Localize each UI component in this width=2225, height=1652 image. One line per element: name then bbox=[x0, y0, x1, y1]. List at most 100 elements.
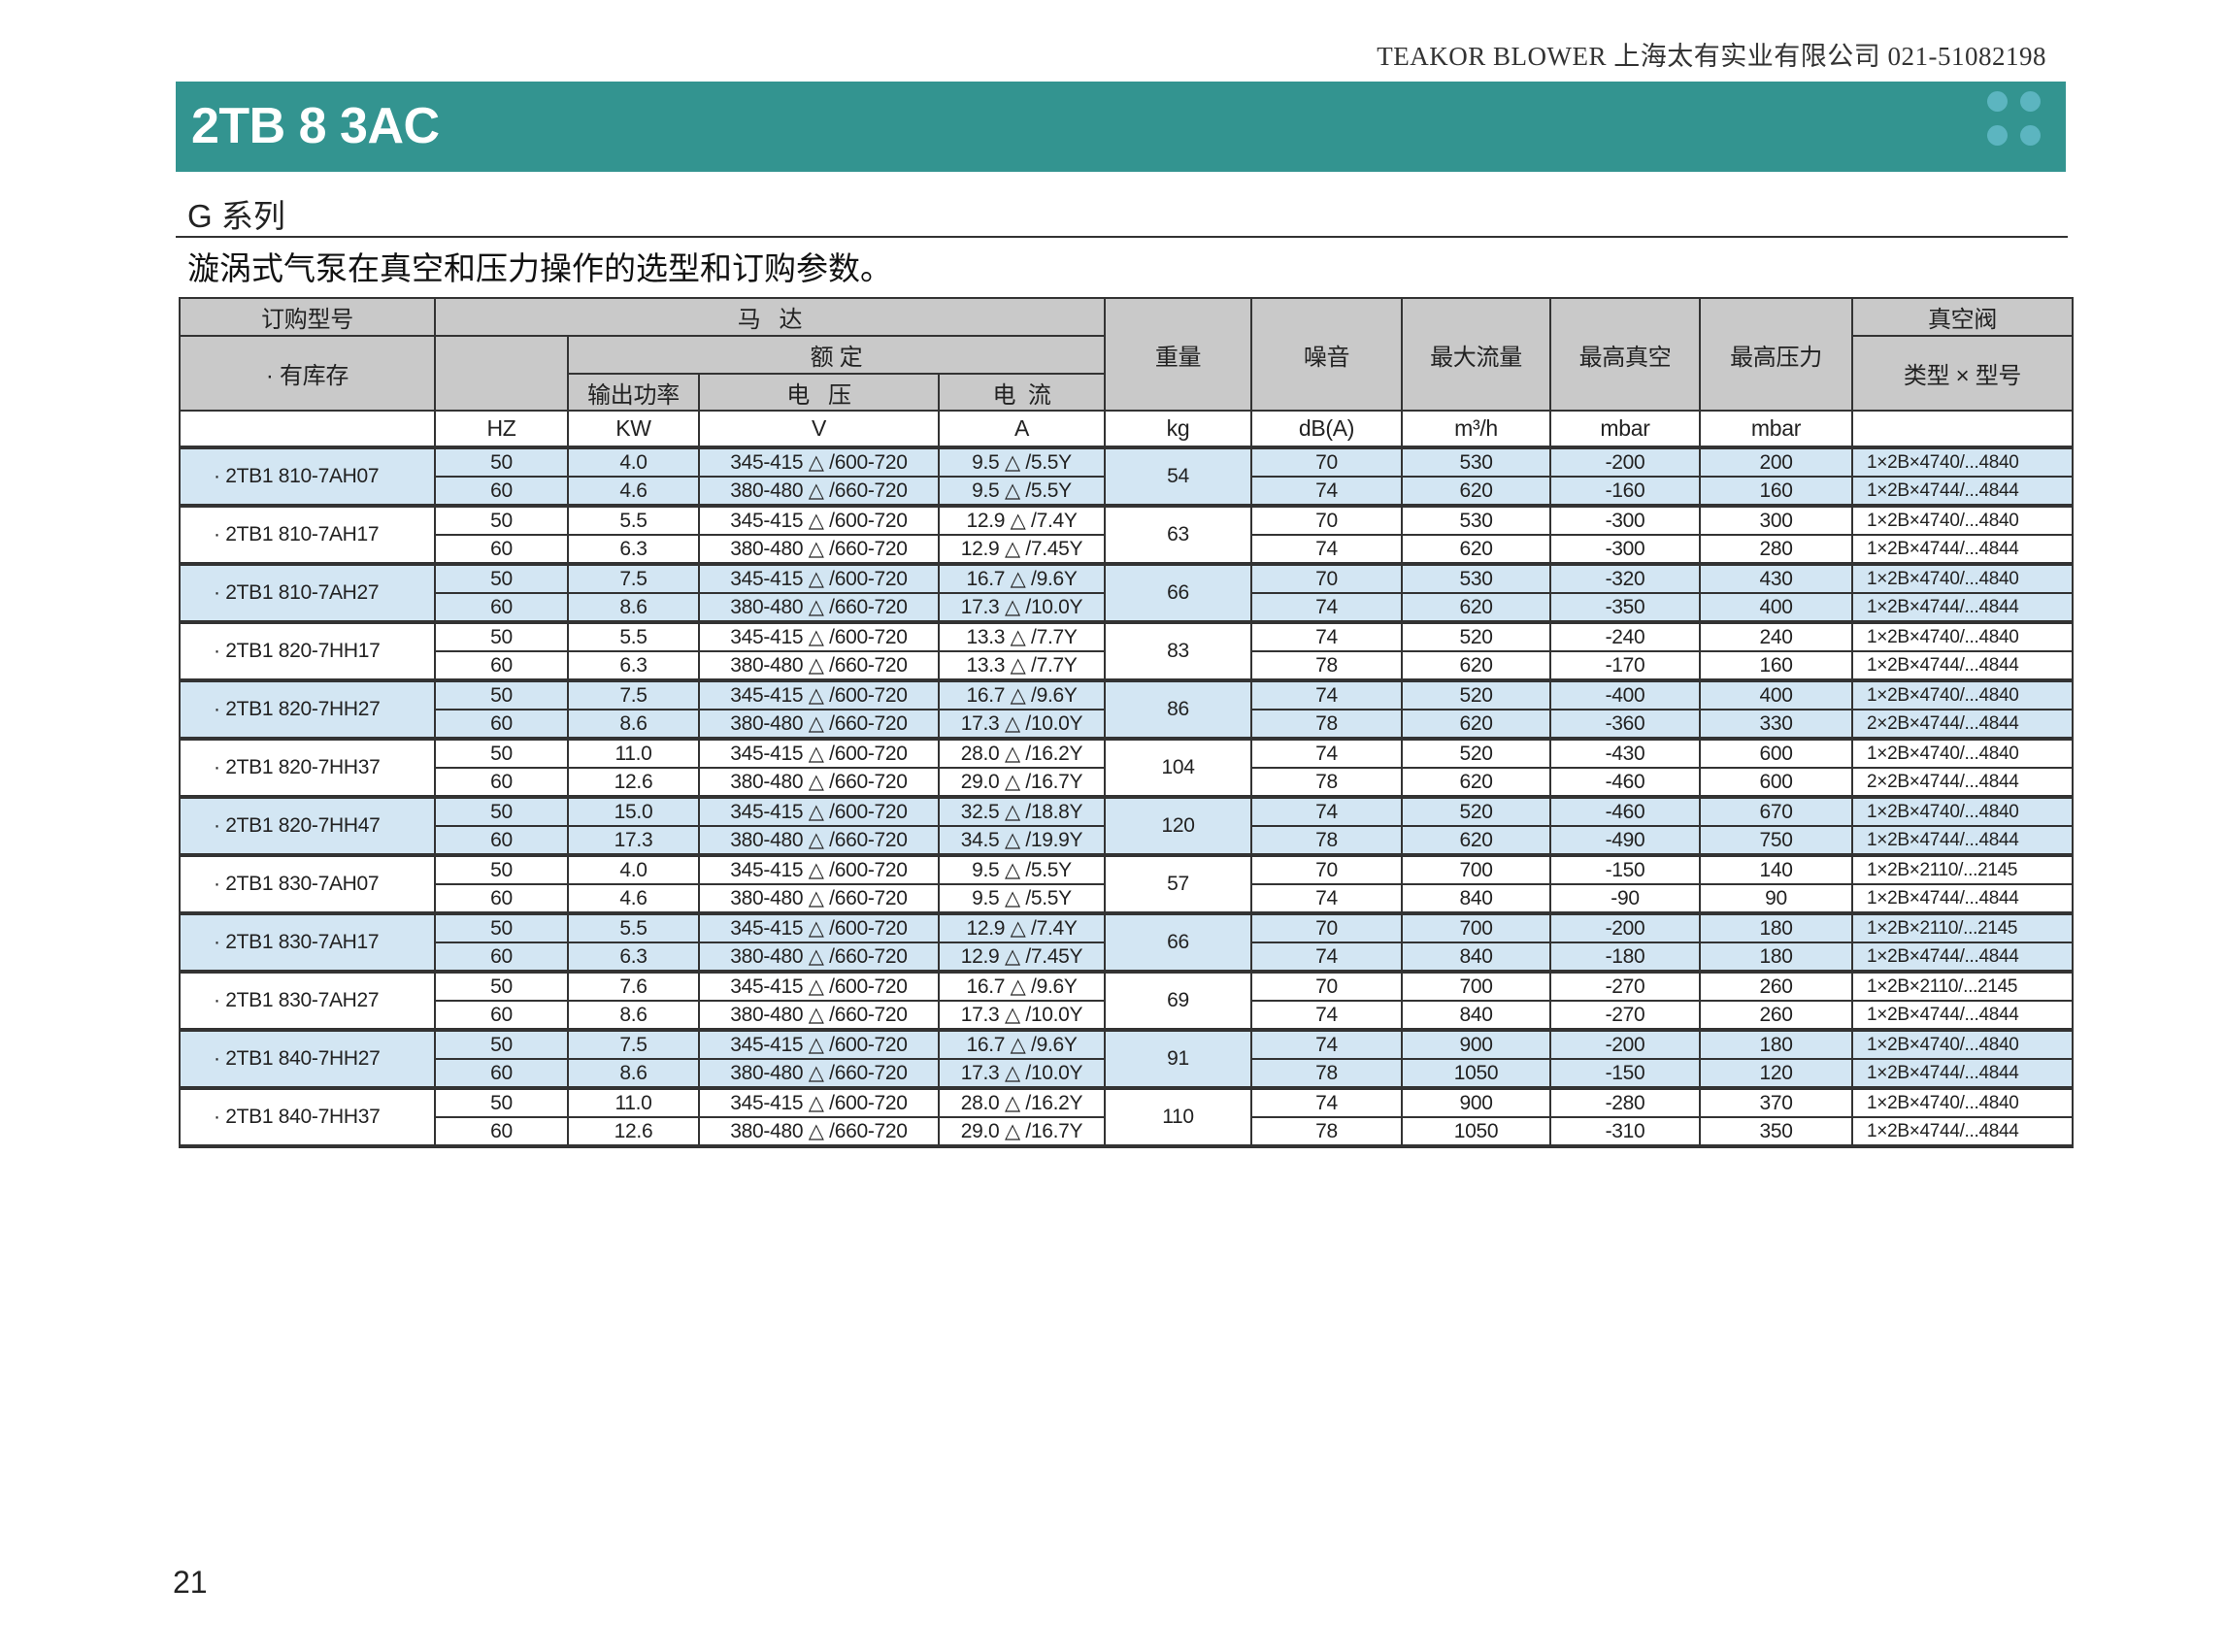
voltage-cell: 380-480 △ /660-720 bbox=[698, 592, 940, 623]
current-cell: 28.0 △ /16.2Y bbox=[937, 1086, 1107, 1118]
table-row: · 2TB1 820-7HH47 50 15.0 345-415 △ /600-720… bbox=[179, 795, 2075, 856]
hz-cell: 50 bbox=[434, 737, 569, 769]
noise-cell: 74 bbox=[1250, 476, 1404, 507]
hz-cell: 50 bbox=[434, 853, 569, 885]
pressure-cell: 430 bbox=[1699, 562, 1854, 594]
table-row: 60 4.6 380-480 △ /660-720 9.5 △ /5.5Y 74 620-… bbox=[180, 476, 2075, 507]
noise-cell: 74 bbox=[1250, 620, 1404, 652]
table-row: · 2TB1 810-7AH27 50 7.5 345-415 △ /600-720 1… bbox=[179, 562, 2075, 623]
hz-cell: 60 bbox=[434, 476, 569, 507]
weight-cell: 57 bbox=[1104, 853, 1253, 914]
model-cell: · 2TB1 830-7AH07 bbox=[179, 853, 436, 914]
table-row: · 2TB1 830-7AH27 50 7.6 345-415 △ /600-720 1… bbox=[179, 970, 2075, 1031]
power-cell: 11.0 bbox=[567, 737, 700, 769]
table-row: · 2TB1 830-7AH07 50 4.0 345-415 △ /600-720 9… bbox=[179, 853, 2075, 914]
voltage-cell: 345-415 △ /600-720 bbox=[698, 853, 940, 885]
vacuum-cell: -280 bbox=[1549, 1086, 1702, 1118]
table-body: · 2TB1 810-7AH07 50 4.0 345-415 △ /600-720 9… bbox=[179, 446, 2075, 1147]
header-rated: 额 定 bbox=[566, 335, 1107, 375]
valve-cell: 1×2B×4740/...4840 bbox=[1851, 678, 2075, 710]
hz-cell: 60 bbox=[434, 650, 569, 681]
flow-cell: 620 bbox=[1401, 767, 1552, 798]
power-cell: 8.6 bbox=[567, 592, 700, 623]
noise-cell: 78 bbox=[1250, 825, 1404, 856]
pressure-cell: 90 bbox=[1699, 883, 1854, 914]
table-row: · 2TB1 840-7HH37 50 11.0 345-415 △ /600-720… bbox=[179, 1086, 2075, 1147]
header-max-flow: 最大流量 bbox=[1401, 297, 1552, 412]
voltage-cell: 380-480 △ /660-720 bbox=[698, 709, 940, 740]
pressure-cell: 120 bbox=[1699, 1058, 1854, 1089]
valve-cell: 1×2B×2110/...2145 bbox=[1851, 911, 2075, 943]
weight-cell: 104 bbox=[1104, 737, 1253, 798]
header-power: 输出功率 bbox=[567, 373, 700, 412]
noise-cell: 74 bbox=[1250, 1028, 1404, 1060]
power-cell: 6.3 bbox=[567, 942, 700, 973]
valve-cell: 1×2B×4740/...4840 bbox=[1851, 737, 2075, 769]
table-row: 60 4.6 380-480 △ /660-720 9.5 △ /5.5Y 74 840-… bbox=[180, 883, 2075, 914]
valve-cell: 1×2B×4744/...4844 bbox=[1851, 1000, 2075, 1031]
section-subtitle: 漩涡式气泵在真空和压力操作的选型和订购参数。 bbox=[187, 250, 892, 286]
current-cell: 17.3 △ /10.0Y bbox=[937, 1058, 1107, 1089]
table-row: 60 17.3 380-480 △ /660-720 34.5 △ /19.9Y 78 6… bbox=[180, 825, 2075, 856]
pressure-cell: 600 bbox=[1699, 737, 1854, 769]
spec-table: 订购型号 马 达 重量 噪音 最大流量 最高真空 最高压力 真空阀 · 有库存 … bbox=[179, 297, 2075, 1148]
noise-cell: 74 bbox=[1250, 795, 1404, 827]
voltage-cell: 380-480 △ /660-720 bbox=[698, 767, 940, 798]
pressure-cell: 160 bbox=[1699, 650, 1854, 681]
voltage-cell: 345-415 △ /600-720 bbox=[698, 795, 940, 827]
flow-cell: 520 bbox=[1401, 795, 1552, 827]
voltage-cell: 345-415 △ /600-720 bbox=[698, 911, 940, 943]
voltage-cell: 380-480 △ /660-720 bbox=[698, 825, 940, 856]
weight-cell: 110 bbox=[1104, 1086, 1253, 1147]
pressure-cell: 670 bbox=[1699, 795, 1854, 827]
current-cell: 9.5 △ /5.5Y bbox=[937, 446, 1107, 478]
valve-cell: 1×2B×4740/...4840 bbox=[1851, 1028, 2075, 1060]
noise-cell: 74 bbox=[1250, 1086, 1404, 1118]
hz-cell: 60 bbox=[434, 592, 569, 623]
model-cell: · 2TB1 810-7AH07 bbox=[179, 446, 436, 507]
valve-cell: 2×2B×4744/...4844 bbox=[1851, 709, 2075, 740]
power-cell: 7.5 bbox=[567, 1028, 700, 1060]
noise-cell: 78 bbox=[1250, 1058, 1404, 1089]
header-valve-type: 类型 × 型号 bbox=[1851, 335, 2075, 412]
model-cell: · 2TB1 820-7HH17 bbox=[179, 620, 436, 681]
voltage-cell: 380-480 △ /660-720 bbox=[698, 942, 940, 973]
unit-cell: V bbox=[698, 410, 940, 448]
pressure-cell: 180 bbox=[1699, 1028, 1854, 1060]
table-row: · 2TB1 810-7AH17 50 5.5 345-415 △ /600-720 1… bbox=[179, 504, 2075, 565]
pressure-cell: 300 bbox=[1699, 504, 1854, 536]
table-row: 60 6.3 380-480 △ /660-720 12.9 △ /7.45Y 74 84… bbox=[180, 942, 2075, 973]
table-row: · 2TB1 810-7AH07 50 4.0 345-415 △ /600-720 9… bbox=[179, 446, 2075, 507]
vacuum-cell: -460 bbox=[1549, 767, 1702, 798]
hz-cell: 50 bbox=[434, 504, 569, 536]
flow-cell: 520 bbox=[1401, 737, 1552, 769]
noise-cell: 78 bbox=[1250, 709, 1404, 740]
company-header: TEAKOR BLOWER 上海太有实业有限公司 021-51082198 bbox=[1377, 42, 2046, 71]
weight-cell: 69 bbox=[1104, 970, 1253, 1031]
decorative-dot-icon bbox=[1987, 125, 2008, 146]
unit-cell: kg bbox=[1104, 410, 1253, 448]
unit-cell: dB(A) bbox=[1250, 410, 1404, 448]
power-cell: 4.0 bbox=[567, 446, 700, 478]
table-row: 60 8.6 380-480 △ /660-720 17.3 △ /10.0Y 78 62… bbox=[180, 709, 2075, 740]
pressure-cell: 160 bbox=[1699, 476, 1854, 507]
noise-cell: 74 bbox=[1250, 678, 1404, 710]
divider bbox=[176, 236, 2068, 238]
table-row: 60 6.3 380-480 △ /660-720 13.3 △ /7.7Y 78 620… bbox=[180, 650, 2075, 681]
power-cell: 8.6 bbox=[567, 1000, 700, 1031]
flow-cell: 520 bbox=[1401, 678, 1552, 710]
hz-cell: 50 bbox=[434, 620, 569, 652]
current-cell: 29.0 △ /16.7Y bbox=[937, 1116, 1107, 1147]
unit-cell bbox=[1851, 410, 2075, 448]
vacuum-cell: -180 bbox=[1549, 942, 1702, 973]
hz-cell: 60 bbox=[434, 767, 569, 798]
voltage-cell: 345-415 △ /600-720 bbox=[698, 1086, 940, 1118]
header-blank bbox=[434, 335, 569, 412]
power-cell: 5.5 bbox=[567, 911, 700, 943]
pressure-cell: 280 bbox=[1699, 534, 1854, 565]
valve-cell: 1×2B×4744/...4844 bbox=[1851, 825, 2075, 856]
voltage-cell: 345-415 △ /600-720 bbox=[698, 737, 940, 769]
power-cell: 7.6 bbox=[567, 970, 700, 1002]
pressure-cell: 260 bbox=[1699, 970, 1854, 1002]
pressure-cell: 350 bbox=[1699, 1116, 1854, 1147]
